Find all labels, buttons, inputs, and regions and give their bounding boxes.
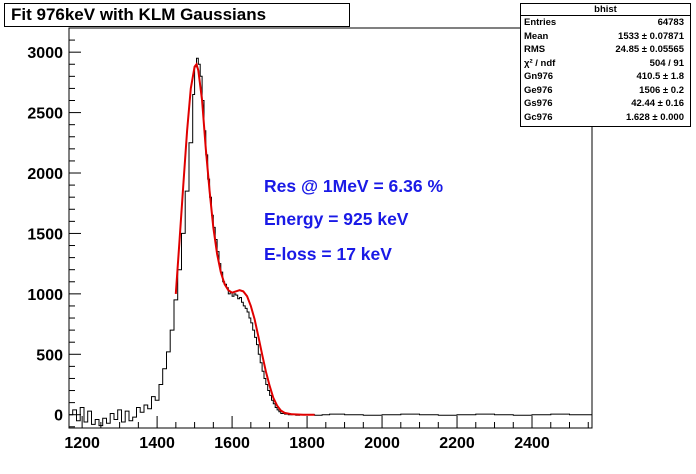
x-tick-label: 1600	[214, 435, 250, 452]
x-tick-label: 1400	[139, 435, 175, 452]
stats-row: Ge976 1506 ± 0.2	[521, 84, 690, 98]
stats-row: Gs976 42.44 ± 0.16	[521, 97, 690, 111]
stats-value: 1506 ± 0.2	[639, 84, 684, 96]
stats-value: 24.85 ± 0.05565	[615, 44, 684, 55]
stats-label: χ² / ndf	[524, 57, 556, 69]
y-tick-label: 2000	[27, 166, 63, 183]
eloss-annotation: E-loss = 17 keV	[264, 244, 392, 264]
y-tick-label: 500	[36, 347, 63, 364]
stats-row: RMS 24.85 ± 0.05565	[521, 43, 690, 57]
stats-value: 42.44 ± 0.16	[631, 98, 684, 109]
stats-label: Gn976	[524, 71, 554, 82]
stats-label: Gs976	[524, 98, 553, 109]
stats-label: Gc976	[524, 111, 553, 123]
stats-box-title: bhist	[521, 4, 690, 16]
plot-frame	[68, 27, 593, 429]
stats-label: Entries	[524, 17, 557, 28]
stats-box: bhist Entries 64783 Mean 1533 ± 0.07871 RMS 2…	[520, 3, 691, 127]
x-tick-label: 2400	[514, 435, 550, 452]
x-tick-label: 2000	[364, 435, 400, 452]
chart-title: Fit 976keV with KLM Gaussians	[4, 3, 350, 27]
stats-row: Gc976 1.628 ± 0.000	[521, 111, 690, 125]
stats-value: 410.5 ± 1.8	[636, 71, 684, 82]
stats-value: 64783	[657, 17, 684, 28]
stats-row: Entries 64783	[521, 16, 690, 30]
stats-value: 504 / 91	[649, 57, 684, 69]
y-tick-label: 3000	[27, 45, 63, 62]
energy-annotation: Energy = 925 keV	[264, 209, 409, 229]
y-tick-label: 0	[54, 408, 63, 425]
x-tick-label: 1200	[64, 435, 100, 452]
y-tick-label: 2500	[27, 106, 63, 123]
y-tick-label: 1500	[27, 226, 63, 243]
stats-label: Ge976	[524, 84, 553, 96]
stats-label: RMS	[524, 44, 546, 55]
stats-value: 1.628 ± 0.000	[625, 111, 684, 123]
x-tick-label: 1800	[289, 435, 325, 452]
fit-curve	[174, 62, 315, 416]
resolution-annotation: Res @ 1MeV = 6.36 %	[264, 176, 444, 196]
stats-rows: Entries 64783 Mean 1533 ± 0.07871 RMS 24.85 ±…	[521, 16, 690, 124]
y-tick-label: 1000	[27, 287, 63, 304]
stats-label: Mean	[524, 30, 549, 42]
stats-row: χ² / ndf 504 / 91	[521, 57, 690, 71]
stats-row: Gn976 410.5 ± 1.8	[521, 70, 690, 84]
histogram-series	[69, 57, 592, 427]
stats-value: 1533 ± 0.07871	[618, 30, 684, 42]
x-tick-label: 2200	[439, 435, 475, 452]
stats-row: Mean 1533 ± 0.07871	[521, 30, 690, 44]
